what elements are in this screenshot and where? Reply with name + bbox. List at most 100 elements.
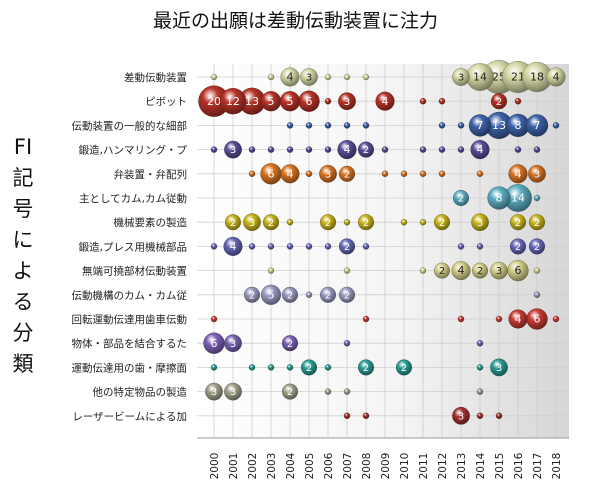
bubble-value-label: 3 xyxy=(496,266,502,277)
year-label: 2005 xyxy=(304,453,316,480)
bubble xyxy=(471,213,489,232)
bubble xyxy=(438,122,446,129)
bubble xyxy=(243,213,261,232)
year-label: 2011 xyxy=(418,453,430,480)
bubble xyxy=(324,243,332,250)
category-label: 他の特定物品の製造 xyxy=(93,386,188,399)
bubble xyxy=(533,291,541,298)
bubble-value-label: 2 xyxy=(325,218,331,229)
bubble xyxy=(419,97,427,105)
bubble xyxy=(438,97,446,105)
bubble xyxy=(338,286,356,303)
bubble-value-label: 14 xyxy=(511,192,525,205)
bubble-value-label: 2 xyxy=(401,363,407,374)
bubble xyxy=(305,243,313,250)
bubble xyxy=(324,97,332,105)
bubble xyxy=(343,340,351,347)
year-label: 2010 xyxy=(399,453,411,480)
bubble xyxy=(243,286,261,303)
bubble xyxy=(343,388,351,395)
bubble xyxy=(471,262,489,279)
bubble xyxy=(210,364,218,371)
bubble xyxy=(286,243,294,250)
bubble xyxy=(438,170,446,178)
bubble xyxy=(362,122,370,129)
bubble xyxy=(546,67,566,87)
bubble xyxy=(260,284,282,305)
bubble xyxy=(433,262,451,279)
bubble xyxy=(490,358,508,377)
bubble xyxy=(457,146,465,153)
bubble xyxy=(286,122,294,129)
category-label: 差動伝動装置 xyxy=(124,71,187,84)
bubble xyxy=(362,315,370,323)
bubble-value-label: 6 xyxy=(268,167,275,180)
bubble xyxy=(305,122,313,129)
bubble xyxy=(533,146,541,153)
bubble-value-label: 2 xyxy=(496,97,502,108)
bubble xyxy=(451,261,471,281)
bubble xyxy=(324,388,332,395)
bubble-value-label: 4 xyxy=(515,167,522,180)
bubble xyxy=(338,92,356,111)
bubble xyxy=(280,67,300,87)
bubble xyxy=(324,73,332,81)
bubble-value-label: 3 xyxy=(344,97,350,108)
bubble-value-label: 20 xyxy=(207,95,221,108)
bubble-value-label: 2 xyxy=(344,242,350,253)
bubble xyxy=(419,170,427,178)
year-label: 2006 xyxy=(323,452,335,479)
year-label: 2004 xyxy=(285,452,297,479)
y-axis-label-char: 分 xyxy=(12,321,34,345)
year-label: 2003 xyxy=(266,453,278,480)
bubble xyxy=(514,146,522,153)
y-axis-label: FI 記号による分類 xyxy=(10,132,36,380)
bubble xyxy=(248,364,256,371)
bubble-value-label: 3 xyxy=(534,169,540,180)
bubble-value-label: 2 xyxy=(268,218,274,229)
bubble xyxy=(362,243,370,250)
bubble-value-label: 6 xyxy=(306,95,313,108)
bubble xyxy=(343,412,351,419)
bubble xyxy=(248,146,256,153)
y-axis-label-char: る xyxy=(12,290,34,314)
bubble xyxy=(281,286,299,303)
bubble xyxy=(395,359,413,376)
bubble-value-label: 21 xyxy=(511,71,525,84)
bubble xyxy=(362,412,370,419)
bubble xyxy=(324,364,332,371)
bubble xyxy=(338,238,356,255)
bubble xyxy=(528,238,546,255)
bubble-value-label: 2 xyxy=(515,242,521,253)
category-label: 機械要素の製造 xyxy=(114,216,188,229)
bubble xyxy=(210,73,218,81)
bubble xyxy=(300,68,318,86)
bubble xyxy=(224,140,242,159)
bubble xyxy=(300,359,318,376)
bubble xyxy=(470,140,490,160)
bubble xyxy=(490,93,508,110)
category-labels: 差動伝動装置ピボット伝動装置の一般的な細部鍛造,ハンマリング・プ弁装置・弁配列主… xyxy=(72,71,188,423)
bubble xyxy=(476,412,484,419)
bubble-value-label: 2 xyxy=(344,290,350,301)
bubble xyxy=(281,335,299,352)
year-label: 2008 xyxy=(361,453,373,480)
bubble xyxy=(495,412,503,419)
bubble xyxy=(419,218,427,226)
y-axis-label-char: よ xyxy=(12,259,34,283)
bubble-value-label: 2 xyxy=(306,363,312,374)
bubble-value-label: 4 xyxy=(287,71,294,84)
bubble-value-label: 2 xyxy=(534,242,540,253)
category-label: 鍛造,プレス用機械部品 xyxy=(79,240,187,253)
bubble xyxy=(343,218,351,226)
bubble xyxy=(305,170,313,178)
bubble xyxy=(319,164,337,183)
category-label: 運動伝達用の歯・摩擦面 xyxy=(72,361,188,374)
bubble-value-label: 3 xyxy=(458,73,464,84)
bubble xyxy=(509,238,527,255)
bubble xyxy=(476,388,484,395)
year-label: 2012 xyxy=(437,453,449,480)
bubble xyxy=(419,267,427,274)
bubble-value-label: 3 xyxy=(496,363,502,374)
bubble-value-label: 4 xyxy=(477,143,484,156)
